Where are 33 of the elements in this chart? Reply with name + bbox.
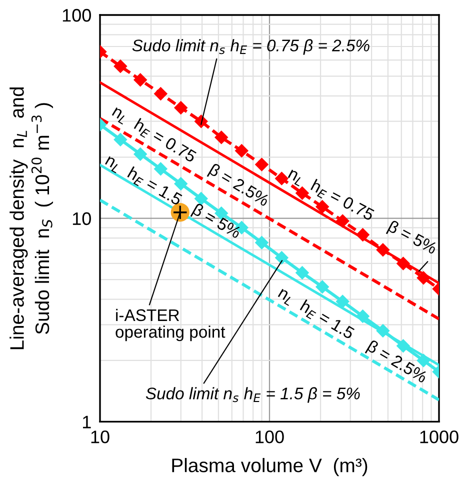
point: [255, 158, 268, 172]
point: [275, 251, 288, 264]
x-tick-label: 1000: [420, 430, 458, 444]
point: [134, 73, 147, 86]
y-tick-label: 10: [72, 212, 91, 226]
y-tick-label: 100: [62, 8, 91, 22]
point: [134, 148, 147, 161]
point: [114, 132, 128, 146]
x-tick-label: 100: [256, 430, 284, 444]
point: [316, 280, 329, 294]
point: [255, 236, 268, 250]
point: [296, 186, 309, 200]
point: [214, 130, 228, 144]
point: [174, 101, 188, 114]
point: [194, 192, 208, 206]
annotation: Sudo limit n$_{s}$ h$_{E}$ = 1.5 β = 5%: [146, 387, 360, 403]
point: [235, 144, 248, 158]
point: [154, 162, 168, 176]
annotation: n$_{L}$ h$_{E}$ = 0.75 β = 5%: [286, 166, 438, 258]
x-tick-label: 10: [91, 430, 110, 444]
point: [114, 60, 128, 73]
point: [296, 266, 309, 280]
annotation: β = 5%: [190, 202, 242, 242]
point: [154, 87, 168, 100]
y-tick-label: 1: [83, 416, 91, 428]
annotation: n$_{L}$ h$_{E}$ = 1.5 β = 2.5%: [276, 286, 428, 386]
annotation: Sudo limit n$_{s}$ h$_{E}$ = 0.75 β = 2.5%: [132, 39, 370, 55]
point: [336, 294, 350, 308]
text: Line-averaged density n$_{L}$ and Sudo limit n$_{S}$ ( 10$^{20}$ m$^{−3}$ ): [10, 87, 54, 350]
point: [316, 200, 329, 214]
point: [275, 172, 288, 186]
annotation: i-ASTER operating point: [116, 308, 226, 342]
x-axis-title: Plasma volume V (m³): [172, 458, 368, 476]
